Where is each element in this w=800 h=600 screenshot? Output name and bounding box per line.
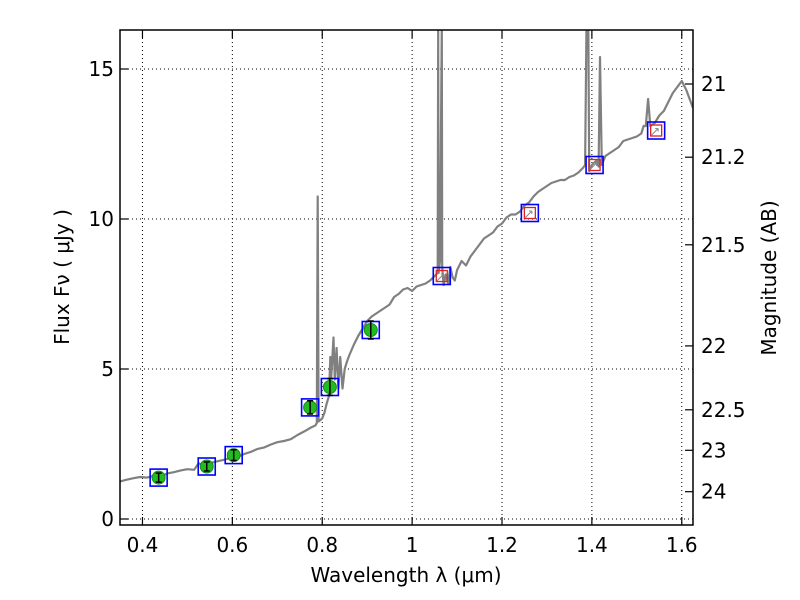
x-axis: 0.4 0.6 0.8 1 1.2 1.4 1.6 — [127, 30, 698, 557]
model-photometry-box — [646, 121, 666, 140]
error-bar — [203, 461, 210, 472]
model-photometry-box — [149, 468, 168, 487]
upper-limit-arrow — [589, 162, 598, 171]
x-tick-label: 0.6 — [216, 533, 248, 557]
upper-limit-marker — [523, 206, 537, 220]
x-tick-label: 0.4 — [127, 533, 159, 557]
y-tick-label: 15 — [89, 57, 114, 81]
x-tick-label: 1.6 — [666, 533, 698, 557]
error-bar — [230, 448, 237, 462]
upper-limit-arrow — [436, 273, 445, 282]
x-tick-label: 1 — [406, 533, 419, 557]
spectrum-line — [120, 30, 693, 483]
plot-area — [120, 30, 693, 487]
y-tick-label: 0 — [101, 507, 114, 531]
error-bar — [155, 472, 162, 483]
model-photometry-box — [520, 203, 540, 223]
right-tick-label: 21.2 — [701, 145, 746, 169]
y-tick-label: 10 — [89, 207, 114, 231]
right-axis-title: Magnitude (AB) — [757, 200, 781, 355]
right-tick-label: 23 — [701, 438, 726, 462]
right-tick-label: 24 — [701, 480, 726, 504]
model-photometry-box — [585, 155, 604, 175]
y-tick-label: 5 — [101, 357, 114, 381]
y-axis-left: 0 5 10 15 — [89, 57, 128, 531]
error-bar — [307, 400, 314, 415]
model-photometry-box — [300, 398, 320, 417]
plot-frame — [119, 29, 694, 526]
y-axis-title: Flux Fν ( μJy ) — [50, 209, 74, 345]
model-photometry-box — [432, 266, 452, 286]
upper-limit-arrow — [524, 210, 533, 219]
upper-limit-marker — [649, 124, 663, 137]
y-axis-right: 21 21.2 21.5 22 22.5 23 24 — [685, 72, 746, 504]
x-tick-label: 1.4 — [576, 533, 608, 557]
right-tick-label: 21.5 — [701, 233, 746, 257]
model-photometry-box — [224, 445, 244, 465]
error-bar — [326, 377, 333, 397]
x-tick-label: 0.8 — [306, 533, 338, 557]
spectrum-layer — [120, 30, 693, 483]
model-photometry-box — [197, 457, 217, 476]
grid-lines — [120, 30, 693, 525]
right-tick-label: 22 — [701, 334, 726, 358]
right-tick-label: 21 — [701, 72, 726, 96]
upper-limit-marker — [435, 269, 448, 283]
markers-layer — [149, 121, 666, 487]
right-tick-label: 22.5 — [701, 398, 746, 422]
upper-limit-arrow — [650, 128, 659, 136]
upper-limit-marker — [588, 158, 601, 172]
x-axis-title: Wavelength λ (μm) — [310, 563, 501, 587]
error-bar — [367, 320, 374, 340]
x-tick-label: 1.2 — [486, 533, 518, 557]
